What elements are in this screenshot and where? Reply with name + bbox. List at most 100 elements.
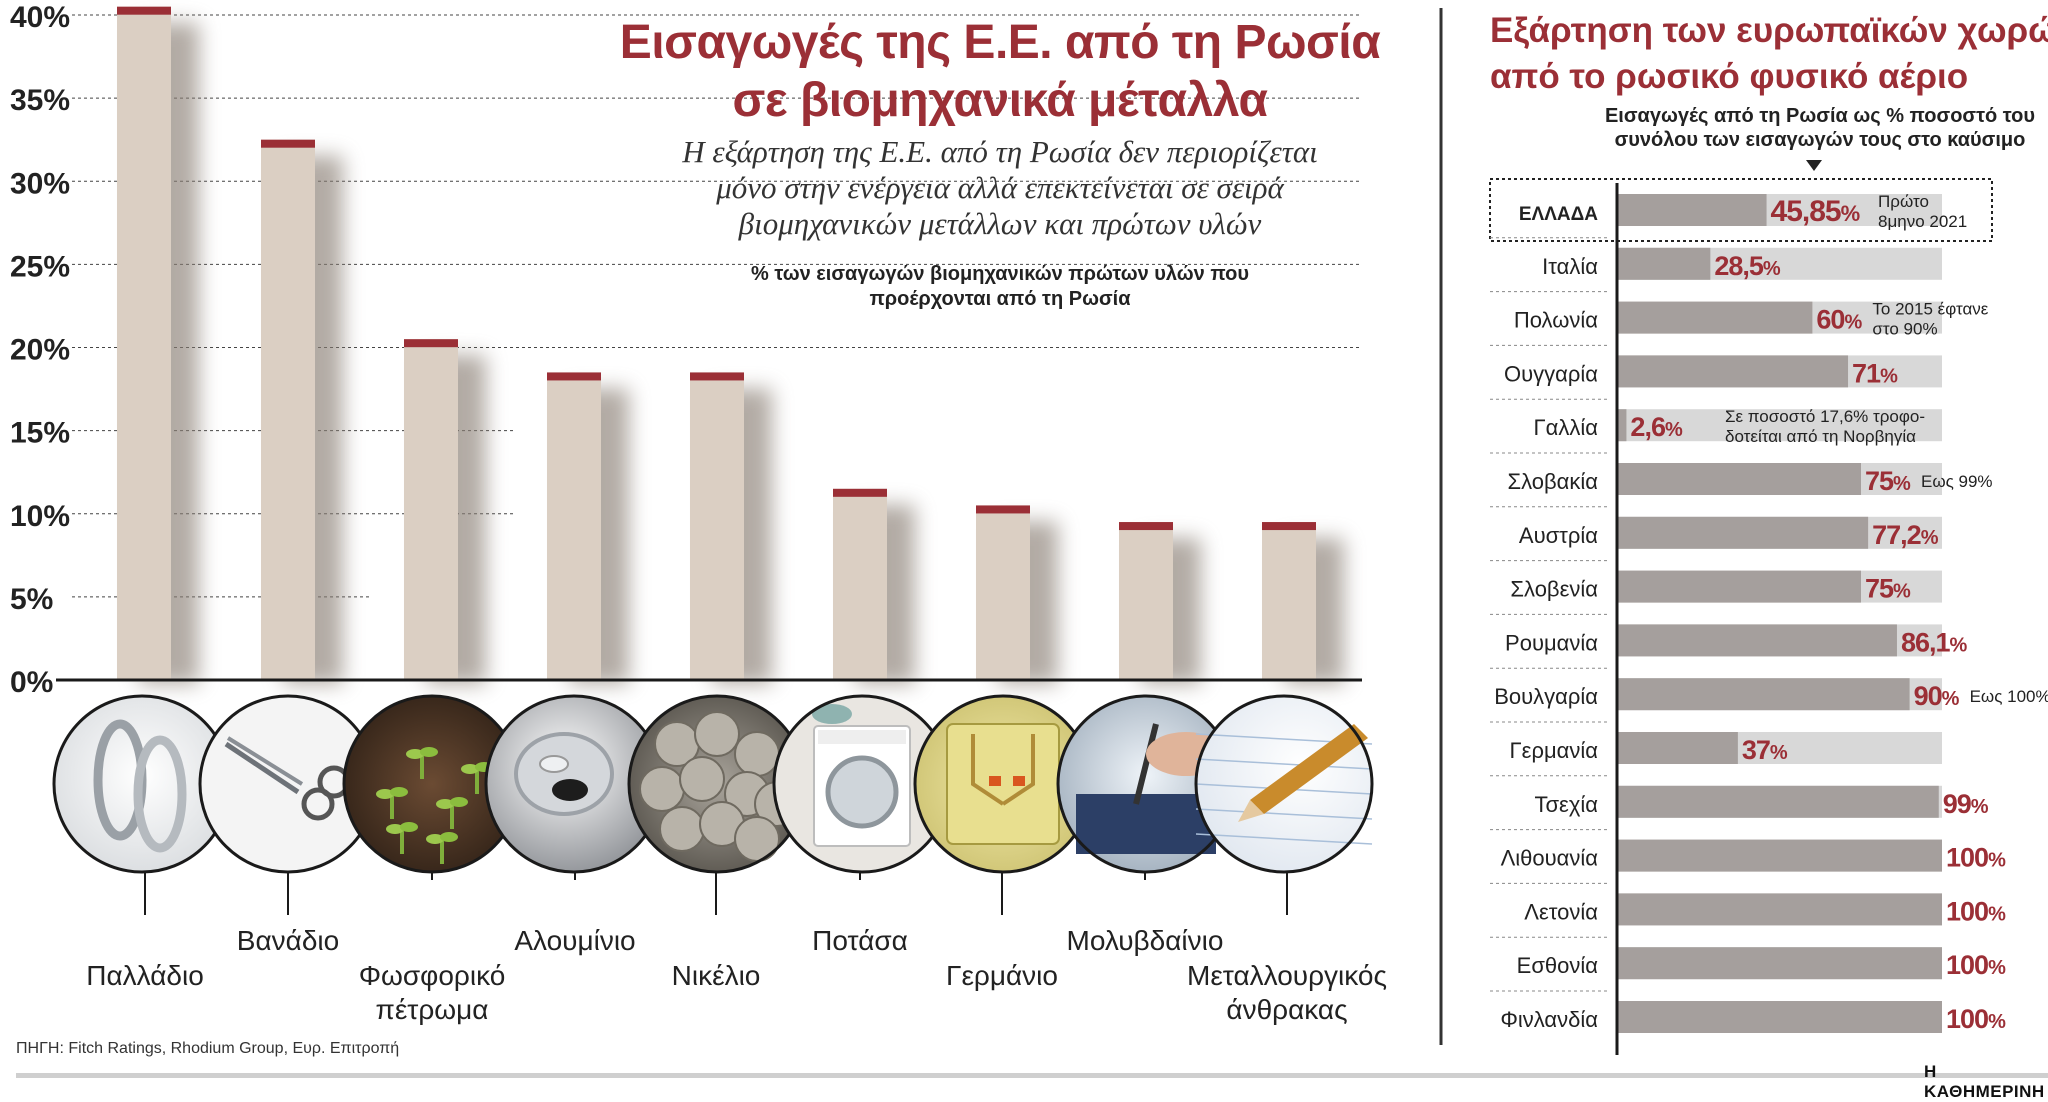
y-tick-label: 20% bbox=[10, 334, 70, 367]
value-number: 100 bbox=[1946, 896, 1988, 926]
country-row: Λιθουανία 100% bbox=[1490, 829, 2007, 873]
handle-shape bbox=[301, 787, 335, 821]
bar bbox=[1618, 355, 1849, 388]
category-label: Μεταλλουργικός bbox=[1187, 960, 1387, 991]
bar bbox=[1618, 516, 1869, 549]
country-label: Τσεχία bbox=[1534, 792, 1598, 817]
country-row: Λετονία 100% bbox=[1490, 882, 2007, 926]
bar bbox=[1618, 194, 1767, 226]
value-percent: % bbox=[1880, 365, 1898, 387]
country-row: Σλοβενία 75% bbox=[1490, 560, 1942, 604]
sprout-leaf bbox=[450, 797, 468, 807]
value-number: 45,85 bbox=[1771, 195, 1841, 228]
value-percent: % bbox=[1988, 1011, 2006, 1033]
value-number: 75 bbox=[1865, 574, 1894, 604]
left-unit-line2: προέρχονται από τη Ρωσία bbox=[869, 288, 1131, 310]
bar bbox=[261, 139, 315, 680]
paper-line bbox=[1195, 758, 1373, 770]
country-row: Τσεχία 99% bbox=[1490, 775, 1990, 819]
value-percent: % bbox=[1988, 957, 2006, 979]
country-row: Αυστρία 77,2% bbox=[1490, 506, 1942, 550]
value-percent: % bbox=[1893, 473, 1911, 495]
category-label: Γερμάνιο bbox=[946, 960, 1058, 991]
value-number: 77,2 bbox=[1872, 520, 1921, 550]
value-number: 90 bbox=[1914, 681, 1942, 711]
value-percent: % bbox=[1841, 201, 1860, 226]
component-shape bbox=[989, 776, 1001, 786]
bar bbox=[976, 505, 1030, 680]
value-label: 37% bbox=[1742, 735, 1788, 765]
bar-cap bbox=[547, 372, 601, 381]
bar bbox=[1618, 732, 1738, 764]
row-note: στο 90% bbox=[1872, 320, 1937, 339]
trace-shape bbox=[971, 734, 1035, 806]
icon-border bbox=[1194, 694, 1374, 874]
component-shape bbox=[1013, 776, 1025, 786]
bar-cap bbox=[1262, 522, 1316, 531]
bar bbox=[1618, 839, 1942, 872]
value-percent: % bbox=[1988, 850, 2006, 872]
value-label: 100% bbox=[1946, 896, 2006, 926]
category-label: Μολυβδαίνιο bbox=[1067, 925, 1224, 956]
country-label: Ουγγαρία bbox=[1504, 361, 1598, 386]
left-title-line1: Εισαγωγές της Ε.Ε. από τη Ρωσία bbox=[619, 16, 1381, 69]
value-number: 75 bbox=[1865, 466, 1894, 496]
category-label: Βανάδιο bbox=[237, 925, 339, 956]
bar bbox=[117, 6, 171, 680]
value-label: 100% bbox=[1946, 843, 2006, 873]
sprout-leaf bbox=[461, 764, 479, 774]
row-note: Πρώτο bbox=[1878, 192, 1929, 211]
bar bbox=[1618, 947, 1942, 980]
bar bbox=[1618, 301, 1813, 334]
sprout-leaf bbox=[440, 832, 458, 842]
country-label: Γαλλία bbox=[1534, 415, 1599, 440]
sprout-leaf bbox=[400, 822, 418, 832]
country-label: Πολωνία bbox=[1514, 308, 1598, 333]
value-percent: % bbox=[1844, 312, 1862, 334]
sprout-leaf bbox=[420, 747, 438, 757]
right-title-line1: Εξάρτηση των ευρωπαϊκών χωρών bbox=[1490, 11, 2048, 50]
bar bbox=[1618, 678, 1910, 711]
towel-shape bbox=[812, 704, 852, 724]
value-label: 77,2% bbox=[1872, 520, 1939, 550]
value-percent: % bbox=[1971, 796, 1989, 818]
value-percent: % bbox=[1942, 688, 1960, 710]
country-label: Φινλανδία bbox=[1500, 1007, 1598, 1032]
bar-track bbox=[1618, 409, 1942, 442]
left-subtitle-line3: βιομηχανικών μετάλλων και πρώτων υλών bbox=[738, 206, 1262, 241]
country-row: Φινλανδία 100% bbox=[1490, 990, 2007, 1034]
value-label: 71% bbox=[1852, 358, 1898, 388]
bar bbox=[1618, 785, 1939, 818]
category-label: Παλλάδιο bbox=[86, 960, 204, 991]
iron-shape bbox=[1133, 723, 1159, 805]
value-percent: % bbox=[1950, 634, 1968, 656]
right-chart-title: Εξάρτηση των ευρωπαϊκών χωρών από το ρωσ… bbox=[1490, 8, 2048, 100]
sprout-leaf bbox=[376, 789, 394, 799]
publisher-brand: Η ΚΑΘΗΜΕΡΙΝΗ bbox=[1924, 1062, 2045, 1101]
row-note: δοτείται από τη Νορβηγία bbox=[1725, 427, 1916, 446]
value-label: 28,5% bbox=[1714, 251, 1781, 281]
bar-cap bbox=[261, 139, 315, 148]
can-top bbox=[514, 732, 614, 816]
row-note: Εως 99% bbox=[1921, 472, 1993, 491]
bar bbox=[1618, 893, 1942, 926]
bar-cap bbox=[690, 372, 744, 381]
category-label: Αλουμίνιο bbox=[514, 925, 635, 956]
category-label: Νικέλιο bbox=[672, 960, 761, 991]
category-label: άνθρακας bbox=[1226, 994, 1347, 1025]
bar bbox=[833, 488, 887, 680]
pencil-icon bbox=[1194, 694, 1374, 874]
value-label: 75% bbox=[1865, 574, 1911, 604]
bar-cap bbox=[117, 6, 171, 15]
row-note: Το 2015 έφτανε bbox=[1872, 300, 1988, 319]
footer-rule bbox=[16, 1073, 2048, 1078]
y-tick-label: 40% bbox=[10, 1, 70, 34]
pcb-shape bbox=[1076, 794, 1216, 854]
y-tick-label: 30% bbox=[10, 167, 70, 200]
row-note: Εως 100% bbox=[1970, 687, 2048, 706]
country-row: Ρουμανία 86,1% bbox=[1490, 613, 1969, 657]
washing-machine-icon bbox=[772, 694, 952, 874]
bar bbox=[1618, 624, 1897, 657]
pencil-body bbox=[1250, 724, 1368, 814]
